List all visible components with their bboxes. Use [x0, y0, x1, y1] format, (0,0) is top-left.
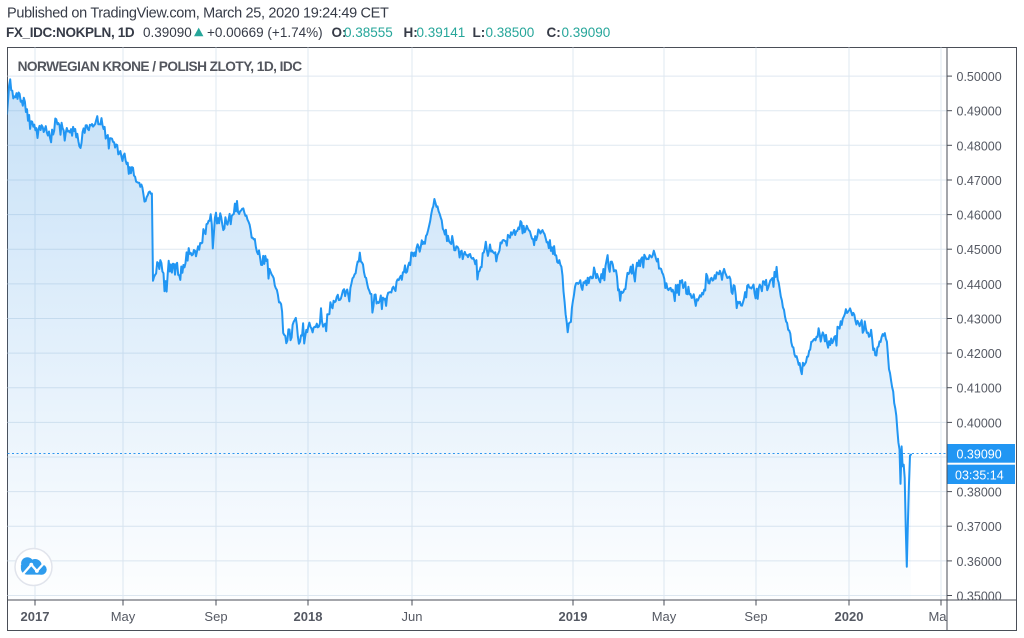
svg-text:0.44000: 0.44000 [957, 278, 1002, 292]
svg-text:0.40000: 0.40000 [957, 416, 1002, 430]
svg-text:0.38555: 0.38555 [344, 25, 393, 40]
svg-text:L:: L: [473, 25, 486, 40]
svg-text:0.39141: 0.39141 [417, 25, 466, 40]
svg-text:03:35:14: 03:35:14 [955, 469, 1004, 483]
svg-text:+0.00669 (+1.74%): +0.00669 (+1.74%) [207, 25, 323, 40]
svg-text:Jun: Jun [402, 609, 423, 624]
svg-text:0.36000: 0.36000 [957, 555, 1002, 569]
svg-text:0.49000: 0.49000 [957, 105, 1002, 119]
svg-text:0.43000: 0.43000 [957, 313, 1002, 327]
svg-text:Ma: Ma [928, 609, 947, 624]
svg-text:2017: 2017 [21, 609, 50, 624]
svg-text:0.50000: 0.50000 [957, 70, 1002, 84]
svg-text:0.45000: 0.45000 [957, 243, 1002, 257]
svg-text:May: May [111, 609, 136, 624]
svg-text:0.42000: 0.42000 [957, 347, 1002, 361]
svg-text:Sep: Sep [204, 609, 227, 624]
svg-text:Published on TradingView.com,: Published on TradingView.com, March 25, … [7, 6, 389, 22]
svg-text:C:: C: [547, 25, 561, 40]
svg-text:0.38000: 0.38000 [957, 486, 1002, 500]
svg-text:2018: 2018 [294, 609, 323, 624]
svg-text:0.46000: 0.46000 [957, 209, 1002, 223]
svg-text:0.38500: 0.38500 [486, 25, 535, 40]
svg-text:Sep: Sep [744, 609, 767, 624]
svg-text:0.48000: 0.48000 [957, 139, 1002, 153]
svg-text:NORWEGIAN KRONE / POLISH ZLOTY: NORWEGIAN KRONE / POLISH ZLOTY, 1D, IDC [18, 59, 303, 74]
svg-text:H:: H: [404, 25, 418, 40]
svg-text:FX_IDC:NOKPLN, 1D: FX_IDC:NOKPLN, 1D [6, 25, 135, 40]
svg-text:0.39090: 0.39090 [957, 448, 1002, 462]
svg-text:0.39090: 0.39090 [143, 25, 192, 40]
svg-text:0.35000: 0.35000 [957, 590, 1002, 604]
svg-text:2019: 2019 [559, 609, 588, 624]
svg-text:0.39090: 0.39090 [562, 25, 611, 40]
svg-text:2020: 2020 [835, 609, 864, 624]
svg-text:0.41000: 0.41000 [957, 382, 1002, 396]
svg-text:0.47000: 0.47000 [957, 174, 1002, 188]
svg-text:O:: O: [332, 25, 347, 40]
svg-text:0.37000: 0.37000 [957, 520, 1002, 534]
svg-text:May: May [652, 609, 677, 624]
